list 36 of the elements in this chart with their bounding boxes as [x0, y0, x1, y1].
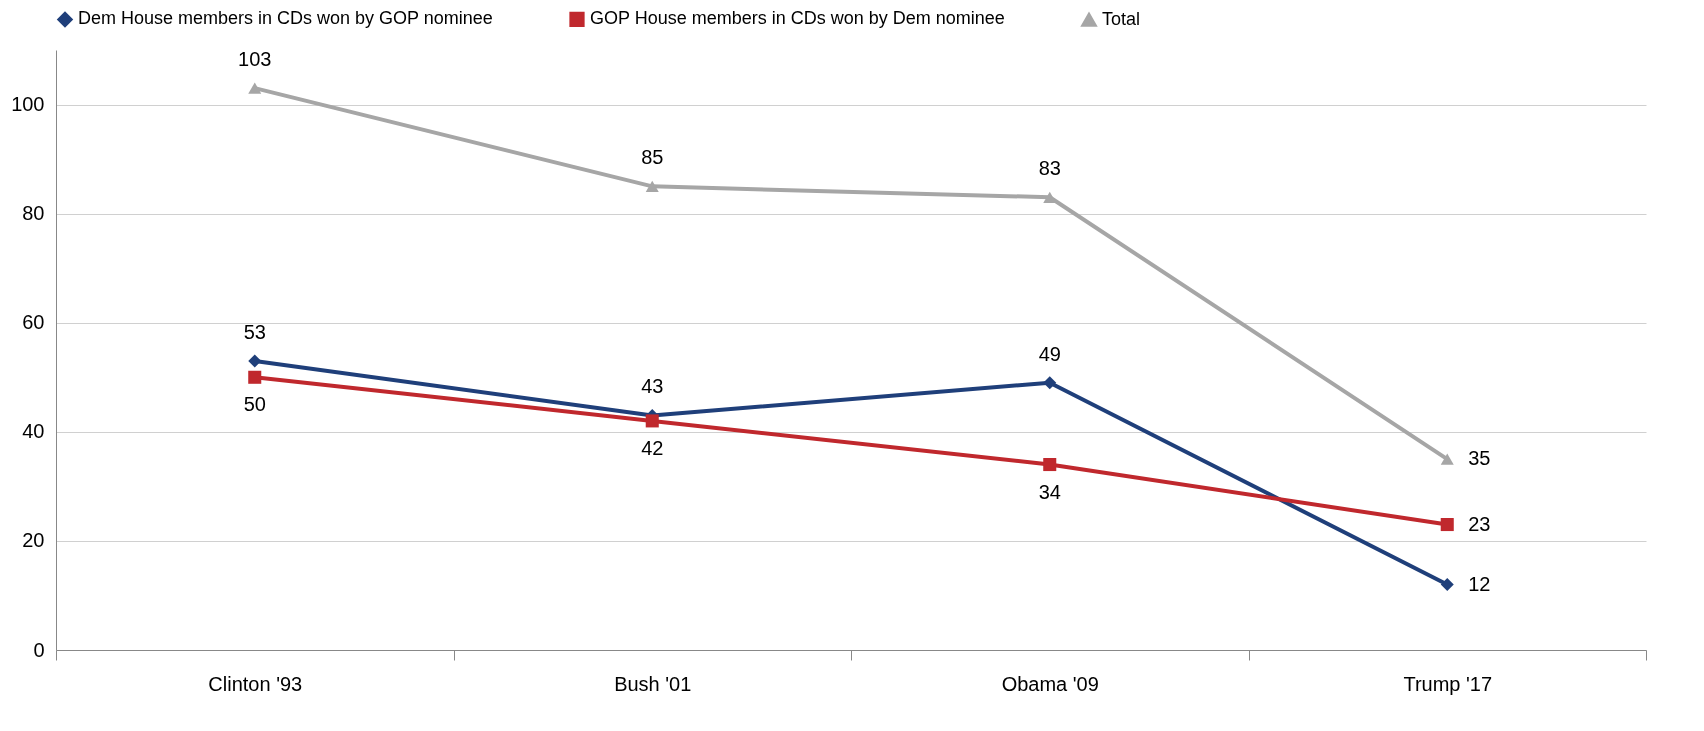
point — [1440, 518, 1454, 532]
point — [645, 414, 659, 428]
data-label: 50 — [243, 393, 266, 416]
x-tick-label: Trump '17 — [1403, 672, 1493, 695]
data-label: 49 — [1038, 342, 1061, 365]
y-tick-label: 100 — [11, 93, 45, 116]
data-label: 83 — [1038, 157, 1061, 180]
x-tick-label: Bush '01 — [614, 672, 692, 695]
legend-label: Dem House members in CDs won by GOP nominee — [78, 8, 493, 29]
data-label: 85 — [641, 146, 664, 169]
point — [248, 354, 262, 368]
point — [248, 82, 262, 94]
data-label: 43 — [641, 375, 664, 398]
point — [1043, 191, 1057, 203]
point — [1440, 453, 1454, 465]
point — [1043, 376, 1057, 390]
y-tick-label: 40 — [22, 420, 45, 443]
data-label: 103 — [238, 48, 272, 71]
y-tick-label: 0 — [33, 638, 45, 661]
y-tick-label: 60 — [22, 311, 45, 334]
data-label: 34 — [1038, 480, 1061, 503]
point — [1440, 578, 1454, 592]
point — [248, 370, 262, 384]
x-tick-label: Clinton '93 — [208, 672, 303, 695]
point — [645, 180, 659, 193]
data-label: 35 — [1468, 447, 1491, 470]
data-label: 42 — [641, 436, 664, 459]
legend-label: Total — [1102, 8, 1141, 29]
data-label: 12 — [1468, 572, 1491, 595]
y-tick-label: 80 — [22, 202, 45, 225]
y-tick-label: 20 — [22, 529, 45, 552]
x-tick-label: Obama '09 — [1001, 672, 1099, 695]
data-label: 23 — [1468, 512, 1491, 535]
point — [1043, 458, 1057, 472]
data-label: 53 — [243, 320, 266, 343]
legend-label: GOP House members in CDs won by Dem nominee — [590, 8, 1005, 29]
